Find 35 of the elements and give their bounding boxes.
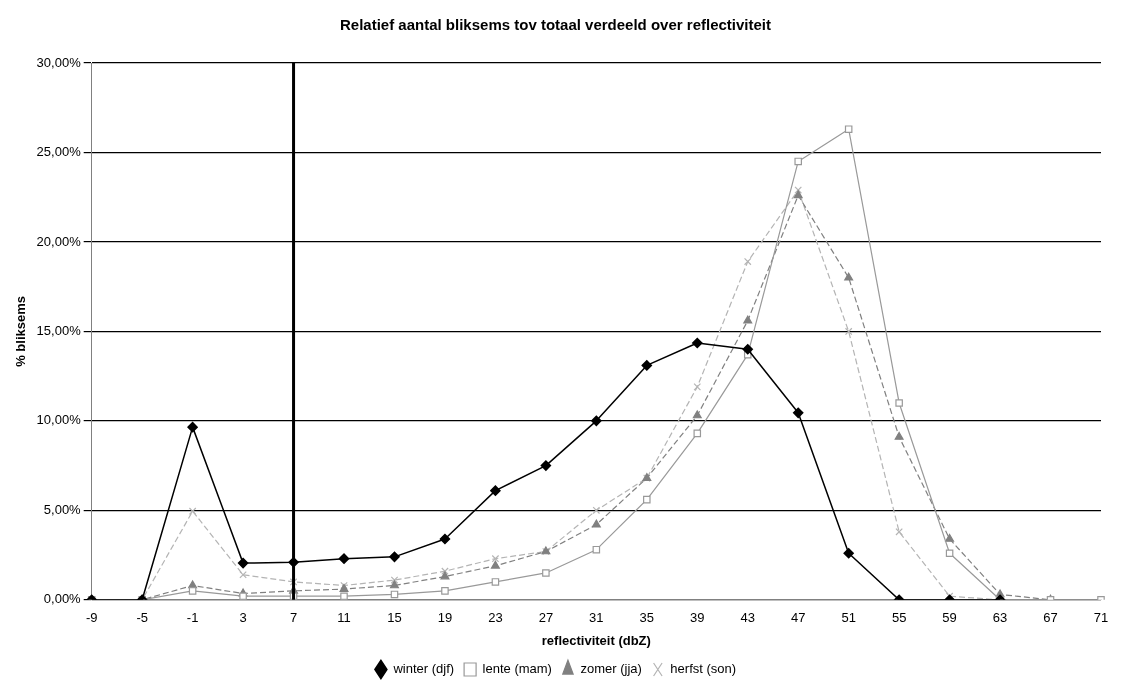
legend-label: winter (djf)	[392, 661, 455, 677]
x-tick-label: 31	[589, 610, 604, 626]
legend-label: zomer (jja)	[580, 661, 642, 677]
x-tick-label: 43	[740, 610, 755, 626]
x-tick-label: 15	[387, 610, 402, 626]
x-tick-label: 3	[239, 610, 247, 626]
y-tick-label: 30,00%	[36, 54, 82, 70]
y-tick-label: 10,00%	[36, 412, 82, 428]
y-tick-label: 0,00%	[43, 591, 82, 607]
x-tick-label: -1	[186, 610, 199, 626]
y-tick-label: 20,00%	[36, 233, 82, 249]
x-tick-label: 63	[992, 610, 1008, 626]
x-tick-label: 39	[690, 610, 705, 626]
x-axis-title: reflectiviteit (dbZ)	[541, 632, 651, 648]
x-tick-label: 27	[538, 610, 554, 626]
x-tick-label: -9	[85, 610, 98, 626]
legend-label: lente (mam)	[482, 661, 552, 677]
x-tick-label: 35	[639, 610, 655, 626]
x-tick-label: 19	[437, 610, 453, 626]
y-tick-label: 25,00%	[36, 144, 82, 160]
y-tick-label: 15,00%	[36, 322, 82, 338]
x-tick-label: 67	[1043, 610, 1058, 626]
x-tick-label: 7	[289, 610, 298, 626]
x-tick-label: 11	[337, 610, 351, 626]
y-axis-title: % bliksems	[13, 295, 29, 367]
x-tick-label: -5	[136, 610, 148, 626]
legend-label: herfst (son)	[670, 661, 737, 677]
chart-title: Relatief aantal bliksems tov totaal verdeeld over reflectiviteit	[339, 16, 772, 34]
x-tick-label: 23	[488, 610, 503, 626]
x-tick-label: 47	[790, 610, 806, 626]
x-tick-label: 51	[841, 610, 856, 626]
x-tick-label: 71	[1093, 610, 1109, 626]
y-tick-label: 5,00%	[43, 501, 82, 517]
x-tick-label: 59	[942, 610, 957, 626]
x-tick-label: 55	[891, 610, 907, 626]
